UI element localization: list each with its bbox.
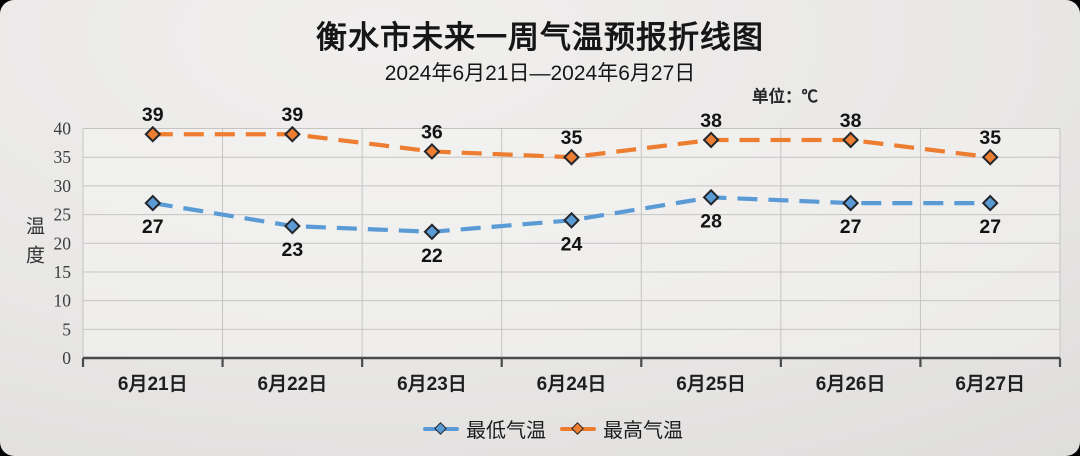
y-tick-label: 15 — [54, 262, 72, 282]
y-tick-label: 35 — [54, 147, 72, 167]
data-point-label: 38 — [700, 110, 722, 132]
legend-label-min-temp: 最低气温 — [466, 420, 546, 442]
data-point-label: 27 — [840, 216, 862, 238]
y-tick-label: 30 — [54, 176, 72, 196]
data-point-marker — [702, 131, 720, 149]
chart-title: 衡水市未来一周气温预报折线图 — [316, 20, 764, 55]
min-temp-diamond-marker-icon — [423, 421, 459, 436]
data-point-marker — [981, 194, 999, 212]
data-point-marker — [283, 125, 301, 143]
data-point-marker — [842, 194, 860, 212]
data-point-marker — [702, 188, 720, 206]
data-point-marker — [283, 217, 301, 235]
x-category-label: 6月26日 — [816, 374, 886, 395]
unit-label: 单位：℃ — [752, 88, 818, 106]
legend-item-max-temp: 最高气温 — [560, 414, 683, 443]
y-tick-label: 5 — [62, 319, 71, 339]
data-point-label: 27 — [142, 216, 164, 238]
x-category-label: 6月23日 — [397, 374, 467, 395]
data-point-label: 27 — [979, 216, 1001, 238]
x-category-label: 6月22日 — [258, 374, 328, 395]
data-point-label: 22 — [421, 245, 443, 267]
y-tick-label: 0 — [62, 348, 71, 368]
data-point-marker — [144, 125, 162, 143]
x-category-label: 6月21日 — [118, 374, 188, 395]
data-point-marker — [563, 148, 580, 166]
data-point-label: 39 — [282, 104, 304, 126]
data-point-marker — [981, 148, 999, 166]
data-point-label: 35 — [561, 127, 583, 149]
data-point-label: 35 — [979, 127, 1001, 149]
y-tick-label: 40 — [54, 119, 72, 139]
chart-subtitle: 2024年6月21日—2024年6月27日 — [384, 62, 696, 85]
data-point-label: 39 — [142, 104, 164, 126]
x-category-label: 6月24日 — [537, 374, 607, 395]
data-point-marker — [563, 211, 580, 229]
data-point-label: 36 — [421, 121, 443, 143]
max-temp-diamond-marker-icon — [560, 421, 596, 436]
y-tick-label: 10 — [54, 291, 72, 311]
data-point-label: 28 — [700, 210, 722, 232]
y-tick-label: 20 — [54, 233, 72, 253]
data-point-marker — [842, 131, 860, 149]
y-axis-title: 温度 — [23, 216, 44, 274]
data-point-marker — [144, 194, 162, 212]
legend-label-max-temp: 最高气温 — [603, 420, 683, 442]
data-point-marker — [423, 223, 441, 241]
y-tick-label: 25 — [54, 205, 72, 225]
chart-legend: 最低气温 最高气温 — [0, 414, 1080, 443]
data-point-label: 38 — [840, 110, 862, 132]
x-category-label: 6月27日 — [955, 374, 1025, 395]
legend-item-min-temp: 最低气温 — [423, 414, 546, 443]
data-point-label: 24 — [561, 233, 583, 255]
x-category-label: 6月25日 — [676, 374, 746, 395]
data-point-marker — [423, 143, 441, 160]
data-point-label: 23 — [282, 239, 304, 261]
